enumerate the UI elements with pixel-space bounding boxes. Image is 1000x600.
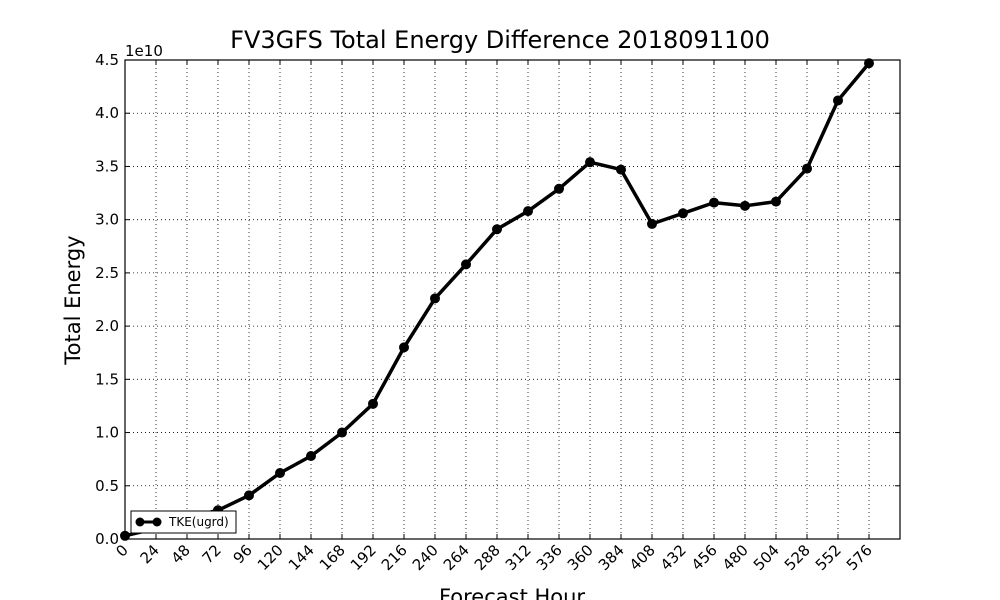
data-point bbox=[492, 224, 502, 235]
data-point bbox=[802, 163, 812, 174]
legend-box bbox=[130, 510, 237, 534]
y-tick-label: 4.5 bbox=[95, 51, 119, 69]
data-point bbox=[399, 342, 409, 353]
data-point bbox=[461, 259, 471, 270]
legend-marker-swatch bbox=[152, 517, 162, 527]
y-tick-label: 1.0 bbox=[95, 424, 119, 442]
data-point bbox=[771, 196, 781, 207]
y-tick-labels: 0.0 0.5 1.0 1.5 2.0 2.5 3.0 3.5 4.0 4.5 bbox=[95, 51, 119, 548]
data-point bbox=[430, 293, 440, 304]
y-tick-label: 3.5 bbox=[95, 157, 119, 175]
x-axis-label: Forecast Hour bbox=[439, 585, 585, 600]
y-tick-label: 0.5 bbox=[95, 477, 119, 495]
y-tick-label: 3.0 bbox=[95, 211, 119, 229]
data-point bbox=[678, 208, 688, 219]
legend-label: TKE(ugrd) bbox=[168, 515, 229, 529]
data-point bbox=[647, 218, 657, 229]
data-point bbox=[368, 398, 378, 409]
data-point bbox=[306, 450, 316, 461]
y-tick-label: 2.0 bbox=[95, 317, 119, 335]
data-point bbox=[833, 95, 843, 106]
data-point bbox=[585, 157, 595, 168]
plot-frame bbox=[124, 59, 901, 540]
y-tick-label: 1.5 bbox=[95, 370, 119, 388]
y-tick-label: 2.5 bbox=[95, 264, 119, 282]
data-point bbox=[275, 468, 285, 479]
legend-marker-swatch bbox=[135, 517, 145, 527]
y-tick-label: 0.0 bbox=[95, 530, 119, 548]
y-axis-label: Total Energy bbox=[61, 235, 85, 365]
data-point bbox=[740, 200, 750, 211]
data-point bbox=[337, 427, 347, 438]
data-point bbox=[709, 197, 719, 208]
y-offset-label: 1e10 bbox=[125, 42, 163, 60]
data-point bbox=[616, 164, 626, 175]
data-point bbox=[523, 206, 533, 217]
data-point bbox=[244, 490, 254, 501]
y-tick-label: 4.0 bbox=[95, 104, 119, 122]
chart-title: FV3GFS Total Energy Difference 201809110… bbox=[230, 26, 770, 54]
tick-marks bbox=[124, 59, 900, 540]
legend: TKE(ugrd) bbox=[130, 510, 237, 534]
data-point bbox=[554, 183, 564, 194]
